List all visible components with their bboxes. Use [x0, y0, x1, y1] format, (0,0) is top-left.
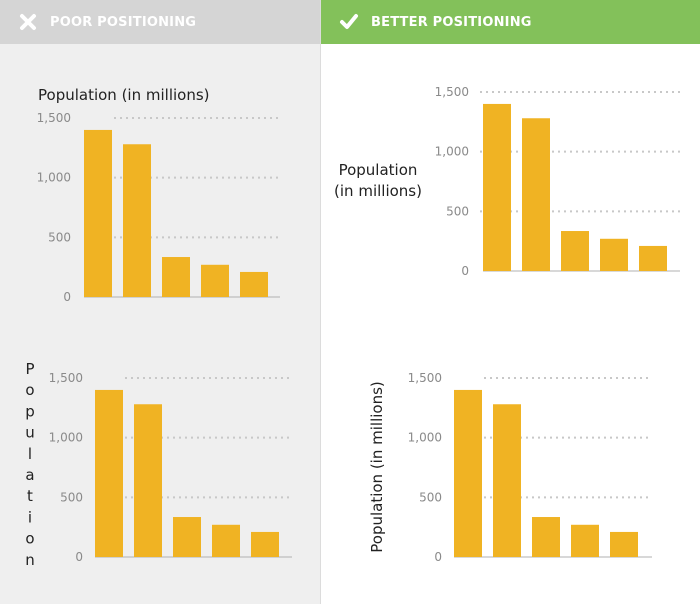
x-icon	[18, 12, 38, 32]
y-tick-label: 1,500	[435, 85, 469, 99]
bar	[162, 257, 190, 297]
y-axis-label: Population (in millions)	[38, 86, 210, 104]
bar	[561, 231, 589, 271]
y-axis-label-line: Population	[339, 161, 418, 179]
y-tick-label: 1,000	[408, 431, 442, 445]
y-tick-label: 1,000	[435, 145, 469, 159]
y-tick-label: 0	[63, 290, 71, 304]
y-axis-label: Population (in millions)	[368, 381, 386, 553]
bar	[483, 103, 511, 271]
y-tick-label: 0	[75, 550, 83, 564]
chart-better-top: 0 500 1,000 1,500 Population (in millions)	[334, 85, 680, 278]
check-icon	[339, 12, 359, 32]
bar	[240, 271, 268, 297]
y-tick-label: 500	[446, 204, 469, 218]
y-axis-label-letter: o	[25, 530, 34, 548]
y-axis-label-letter: l	[28, 445, 32, 463]
y-axis-label: Population (in millions)	[334, 161, 422, 200]
poor-positioning-title: POOR POSITIONING	[50, 14, 197, 30]
y-tick-label: 1,000	[49, 431, 83, 445]
bar	[571, 524, 599, 557]
y-tick-label: 500	[60, 490, 83, 504]
y-axis-label-line: (in millions)	[334, 182, 422, 200]
bar	[532, 517, 560, 557]
bar	[95, 389, 123, 557]
chart-poor-top: 0 500 1,000 1,500 Population (in millions)	[37, 86, 280, 304]
bar	[201, 264, 229, 297]
bar	[454, 389, 482, 557]
y-axis-label-letter: a	[25, 466, 34, 484]
bar	[600, 238, 628, 271]
bar	[134, 404, 162, 557]
bar	[212, 524, 240, 557]
y-tick-label: 500	[419, 490, 442, 504]
bar	[639, 245, 667, 271]
y-tick-label: 0	[461, 264, 469, 278]
poor-positioning-header: POOR POSITIONING	[0, 0, 320, 44]
y-axis-label-letter: i	[28, 508, 32, 526]
bar	[522, 118, 550, 272]
y-axis-label-letter: n	[25, 551, 35, 569]
y-tick-label: 500	[48, 230, 71, 244]
y-axis-label-letter: o	[25, 381, 34, 399]
y-axis-label-letter: p	[25, 402, 35, 420]
y-tick-label: 1,500	[408, 371, 442, 385]
y-axis-label-letter: P	[25, 360, 34, 378]
y-tick-label: 0	[434, 550, 442, 564]
bar	[84, 129, 112, 297]
bar	[123, 144, 151, 297]
y-tick-label: 1,500	[49, 371, 83, 385]
bar	[251, 531, 279, 557]
chart-better-bottom: 0 500 1,000 1,500 Population (in millions)	[368, 371, 652, 564]
y-axis-label-letter: t	[27, 487, 33, 505]
y-tick-label: 1,500	[37, 111, 71, 125]
y-tick-label: 1,000	[37, 171, 71, 185]
better-positioning-title: BETTER POSITIONING	[371, 14, 532, 30]
bar	[493, 404, 521, 557]
y-axis-label-letter: u	[25, 424, 35, 442]
better-positioning-header: BETTER POSITIONING	[321, 0, 700, 44]
bar	[610, 531, 638, 557]
bar	[173, 517, 201, 557]
